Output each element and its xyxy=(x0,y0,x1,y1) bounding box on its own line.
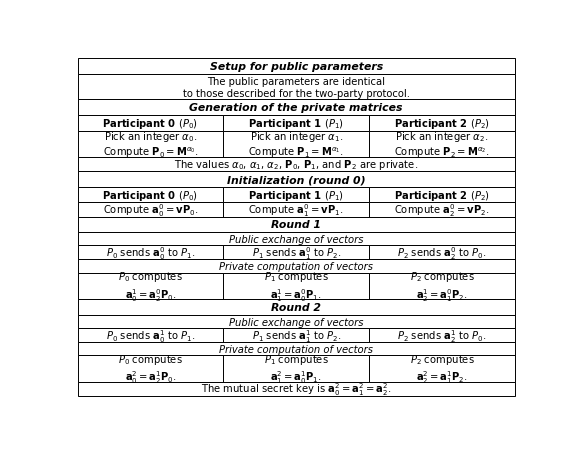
Text: Participant 0 $(P_0)$: Participant 0 $(P_0)$ xyxy=(102,188,198,202)
Text: The mutual secret key is $\mathbf{a}_0^2 = \mathbf{a}_1^2 = \mathbf{a}_2^2$.: The mutual secret key is $\mathbf{a}_0^2… xyxy=(201,381,391,397)
Text: $P_2$ sends $\mathbf{a}_2^1$ to $P_0$.: $P_2$ sends $\mathbf{a}_2^1$ to $P_0$. xyxy=(397,327,487,344)
Text: Public exchange of vectors: Public exchange of vectors xyxy=(229,317,364,327)
Bar xyxy=(77,217,515,233)
Text: $P_0$ sends $\mathbf{a}_0^1$ to $P_1$.: $P_0$ sends $\mathbf{a}_0^1$ to $P_1$. xyxy=(106,327,195,344)
Bar xyxy=(223,131,369,158)
Text: Private computation of vectors: Private computation of vectors xyxy=(219,344,373,354)
Bar xyxy=(223,203,369,217)
Text: The public parameters are identical
to those described for the two-party protoco: The public parameters are identical to t… xyxy=(183,77,410,98)
Bar xyxy=(223,188,369,203)
Text: Private computation of vectors: Private computation of vectors xyxy=(219,262,373,272)
Text: $P_2$ sends $\mathbf{a}_2^0$ to $P_0$.: $P_2$ sends $\mathbf{a}_2^0$ to $P_0$. xyxy=(397,244,487,261)
Text: $P_0$ computes
$\mathbf{a}_0^1 = \mathbf{a}_2^0\mathbf{P}_0$.: $P_0$ computes $\mathbf{a}_0^1 = \mathbf… xyxy=(118,270,183,303)
Text: Pick an integer $\alpha_0$.
Compute $\mathbf{P}_0 = \mathbf{M}^{\alpha_0}$.: Pick an integer $\alpha_0$. Compute $\ma… xyxy=(103,129,198,160)
Bar xyxy=(369,116,515,131)
Bar xyxy=(77,158,515,172)
Text: Compute $\mathbf{a}_1^0 = \mathbf{v}\mathbf{P}_1$.: Compute $\mathbf{a}_1^0 = \mathbf{v}\mat… xyxy=(249,202,344,218)
Text: Initialization (round 0): Initialization (round 0) xyxy=(227,175,365,184)
Text: Participant 0 $(P_0)$: Participant 0 $(P_0)$ xyxy=(102,117,198,131)
Text: Round 1: Round 1 xyxy=(271,220,321,230)
Bar xyxy=(77,75,515,100)
Bar xyxy=(369,188,515,203)
Bar xyxy=(77,328,223,342)
Bar xyxy=(223,328,369,342)
Text: $P_2$ computes
$\mathbf{a}_2^1 = \mathbf{a}_1^0\mathbf{P}_2$.: $P_2$ computes $\mathbf{a}_2^1 = \mathbf… xyxy=(410,270,475,303)
Bar xyxy=(77,382,515,396)
Bar xyxy=(77,273,223,299)
Bar xyxy=(77,315,515,328)
Bar xyxy=(369,356,515,382)
Text: $P_1$ sends $\mathbf{a}_1^0$ to $P_2$.: $P_1$ sends $\mathbf{a}_1^0$ to $P_2$. xyxy=(251,244,341,261)
Text: Public exchange of vectors: Public exchange of vectors xyxy=(229,234,364,244)
Text: Participant 1 $(P_1)$: Participant 1 $(P_1)$ xyxy=(248,188,344,202)
Text: Round 2: Round 2 xyxy=(271,303,321,313)
Bar xyxy=(77,131,223,158)
Bar xyxy=(77,188,223,203)
Bar xyxy=(77,299,515,315)
Bar xyxy=(77,342,515,356)
Text: Pick an integer $\alpha_1$.
Compute $\mathbf{P}_1 = \mathbf{M}^{\alpha_1}$.: Pick an integer $\alpha_1$. Compute $\ma… xyxy=(249,129,344,160)
Text: $P_2$ computes
$\mathbf{a}_2^2 = \mathbf{a}_1^1\mathbf{P}_2$.: $P_2$ computes $\mathbf{a}_2^2 = \mathbf… xyxy=(410,352,475,386)
Text: $P_1$ computes
$\mathbf{a}_1^2 = \mathbf{a}_0^1\mathbf{P}_1$.: $P_1$ computes $\mathbf{a}_1^2 = \mathbf… xyxy=(264,352,329,386)
Text: Participant 2 $(P_2)$: Participant 2 $(P_2)$ xyxy=(394,117,490,131)
Bar xyxy=(77,172,515,188)
Bar xyxy=(77,246,223,260)
Text: Generation of the private matrices: Generation of the private matrices xyxy=(190,103,403,113)
Bar xyxy=(223,356,369,382)
Text: Participant 2 $(P_2)$: Participant 2 $(P_2)$ xyxy=(394,188,490,202)
Text: Participant 1 $(P_1)$: Participant 1 $(P_1)$ xyxy=(248,117,344,131)
Bar xyxy=(223,246,369,260)
Bar xyxy=(77,233,515,246)
Text: Setup for public parameters: Setup for public parameters xyxy=(210,62,383,72)
Text: Compute $\mathbf{a}_0^0 = \mathbf{v}\mathbf{P}_0$.: Compute $\mathbf{a}_0^0 = \mathbf{v}\mat… xyxy=(103,202,198,218)
Bar xyxy=(369,131,515,158)
Text: Compute $\mathbf{a}_2^0 = \mathbf{v}\mathbf{P}_2$.: Compute $\mathbf{a}_2^0 = \mathbf{v}\mat… xyxy=(394,202,490,218)
Text: $P_1$ sends $\mathbf{a}_1^1$ to $P_2$.: $P_1$ sends $\mathbf{a}_1^1$ to $P_2$. xyxy=(251,327,341,344)
Text: $P_0$ sends $\mathbf{a}_0^0$ to $P_1$.: $P_0$ sends $\mathbf{a}_0^0$ to $P_1$. xyxy=(106,244,195,261)
Text: $P_1$ computes
$\mathbf{a}_1^1 = \mathbf{a}_0^0\mathbf{P}_1$.: $P_1$ computes $\mathbf{a}_1^1 = \mathbf… xyxy=(264,270,329,303)
Bar xyxy=(77,100,515,116)
Bar xyxy=(369,273,515,299)
Text: Pick an integer $\alpha_2$.
Compute $\mathbf{P}_2 = \mathbf{M}^{\alpha_2}$.: Pick an integer $\alpha_2$. Compute $\ma… xyxy=(394,129,490,160)
Bar xyxy=(223,116,369,131)
Text: The values $\alpha_0$, $\alpha_1$, $\alpha_2$, $\mathbf{P}_0$, $\mathbf{P}_1$, a: The values $\alpha_0$, $\alpha_1$, $\alp… xyxy=(174,158,418,172)
Bar xyxy=(369,203,515,217)
Bar xyxy=(77,356,223,382)
Bar xyxy=(223,273,369,299)
Bar xyxy=(369,328,515,342)
Text: $P_0$ computes
$\mathbf{a}_0^2 = \mathbf{a}_2^1\mathbf{P}_0$.: $P_0$ computes $\mathbf{a}_0^2 = \mathbf… xyxy=(118,352,183,386)
Bar xyxy=(77,260,515,273)
Bar xyxy=(77,60,515,75)
Bar xyxy=(77,203,223,217)
Bar xyxy=(77,116,223,131)
Bar xyxy=(369,246,515,260)
